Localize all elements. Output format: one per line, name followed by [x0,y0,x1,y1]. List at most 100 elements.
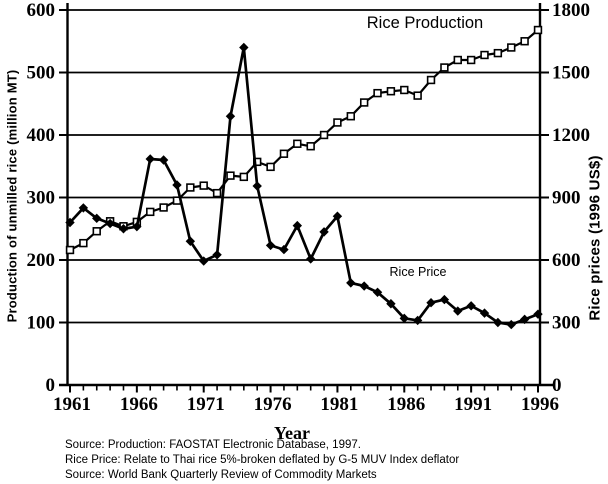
x-axis-title: Year [274,423,310,443]
rice-production-marker-1977 [279,149,289,158]
x-tick-label-1991: 1991 [454,394,492,415]
rice-price-marker-1974 [239,42,249,53]
right-tick-label-1800: 1800 [552,0,590,21]
left-axis-title: Production of unmilled rice (million MT) [4,69,20,323]
rice-price-marker-1963 [92,213,102,224]
rice-production-marker-1963 [92,227,101,236]
rice-price-marker-1968 [158,155,169,165]
rice-production-marker-1974 [239,172,249,182]
rice-production-marker-1979 [306,142,315,151]
x-tick-label-1981: 1981 [320,394,358,415]
left-tick-label-100: 100 [27,313,56,334]
rice-price-marker-1976 [265,240,276,251]
rice-price-marker-1961 [65,217,75,228]
x-tick-label-1971: 1971 [187,394,225,415]
rice-price-marker-1977 [279,244,289,255]
source-notes: Source: Production: FAOSTAT Electronic D… [65,438,459,483]
rice-production-marker-1961 [65,245,75,255]
right-tick-label-600: 600 [552,250,581,271]
annotation-rice-price: Rice Price [390,265,447,279]
rice-production-marker-1972 [212,188,222,198]
rice-price-marker-1972 [212,250,222,260]
rice-price-marker-1986 [399,313,409,324]
rice-price-marker-1981 [332,211,343,221]
rice-price-marker-1984 [372,287,383,297]
rice-price-marker-1996 [533,309,543,319]
rice-price-marker-1966 [132,221,142,232]
rice-price-marker-1989 [439,294,450,305]
rice-production-marker-1973 [226,171,235,180]
rice-production-marker-1987 [413,91,422,100]
footnote-line-3: Source: World Bank Quarterly Review of C… [65,469,377,481]
footnote-line-1: Source: Production: FAOSTAT Electronic D… [65,439,361,451]
rice-production-marker-1993 [493,48,503,58]
rice-production-marker-1980 [319,130,329,140]
rice-price-marker-1988 [426,298,436,308]
rice-production-marker-1983 [359,98,369,107]
rice-price-marker-1962 [78,203,89,213]
rice-production-marker-1967 [146,207,155,217]
rice-price-marker-1987 [412,315,423,326]
right-tick-label-900: 900 [552,188,581,209]
rice-production-marker-1996 [533,25,543,35]
left-tick-label-300: 300 [27,188,56,209]
left-tick-label-200: 200 [27,250,56,271]
rice-production-marker-1978 [293,139,302,148]
rice-price-marker-1985 [386,299,396,309]
rice-price-marker-1970 [185,236,196,246]
rice-price-marker-1992 [479,308,490,318]
x-tick-label-1961: 1961 [53,394,91,415]
rice-production-marker-1985 [386,87,396,96]
rice-production-marker-1984 [373,88,382,98]
rice-price-marker-1969 [172,180,182,190]
rice-price-marker-1973 [225,111,236,121]
rice-production-marker-1986 [400,85,409,95]
x-tick-label-1966: 1966 [120,394,158,415]
right-tick-label-300: 300 [552,313,581,334]
rice-price-marker-1995 [519,314,530,325]
rice-price-line [69,46,539,326]
rice-production-marker-1995 [520,37,529,46]
rice-price-marker-1965 [118,224,129,234]
rice-price-marker-1971 [199,256,209,266]
rice-production-marker-1991 [466,55,476,65]
rice-price-marker-1982 [346,278,356,288]
right-axis-title: Rice prices (1996 US$) [586,155,604,321]
x-tick-label-1996: 1996 [521,394,559,415]
rice-production-marker-1982 [346,112,355,121]
rice-production-marker-1988 [426,75,436,85]
rice-price-marker-1967 [145,154,155,164]
rice-price-marker-1975 [252,181,262,191]
x-tick-label-1986: 1986 [387,394,425,415]
rice-production-marker-1971 [199,181,208,190]
rice-production-marker-1981 [333,118,342,127]
left-tick-label-600: 600 [27,0,56,21]
left-tick-label-0: 0 [46,375,56,396]
rice-price-marker-1964 [105,218,115,229]
left-tick-label-400: 400 [27,125,56,146]
rice-production-marker-1990 [453,55,462,65]
footnote-line-2: Rice Price: Relate to Thai rice 5%-broke… [65,454,460,466]
rice-production-marker-1970 [186,183,195,192]
rice-price-marker-1979 [305,254,316,264]
x-tick-label-1976: 1976 [254,394,292,415]
rice-production-marker-1962 [79,238,88,248]
rice-price-marker-1993 [493,317,503,328]
right-tick-label-0: 0 [552,375,562,396]
rice-price-marker-1983 [359,281,369,291]
rice-price-marker-1994 [506,319,516,330]
rice-price-marker-1990 [453,306,463,316]
right-tick-label-1200: 1200 [552,125,590,146]
right-tick-label-1500: 1500 [552,63,590,84]
rice-production-marker-1968 [159,203,168,212]
rice-production-marker-1994 [507,43,516,52]
left-tick-label-500: 500 [27,63,56,84]
rice-production-marker-1976 [266,162,275,172]
rice-price-marker-1991 [466,301,476,311]
annotation-rice-production: Rice Production [367,14,483,32]
rice-production-marker-1992 [480,50,489,60]
rice-price-marker-1978 [292,220,303,231]
rice-production-marker-1989 [440,63,449,72]
